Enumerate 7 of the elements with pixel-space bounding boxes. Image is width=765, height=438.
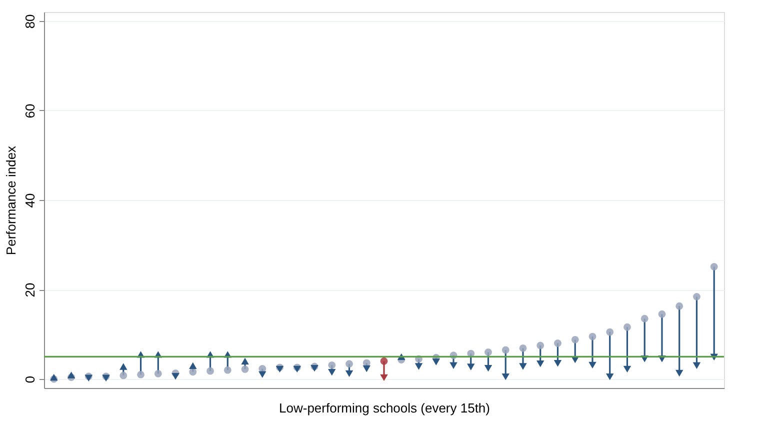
x-axis-title: Low-performing schools (every 15th) — [279, 400, 490, 416]
y-tick-label: 80 — [22, 14, 38, 29]
y-tick-label: 0 — [22, 376, 38, 384]
y-axis-title: Performance index — [4, 145, 18, 256]
y-tick-label: 20 — [22, 282, 38, 298]
y-tick-label: 40 — [22, 193, 38, 208]
y-tick-label: 60 — [22, 104, 38, 118]
